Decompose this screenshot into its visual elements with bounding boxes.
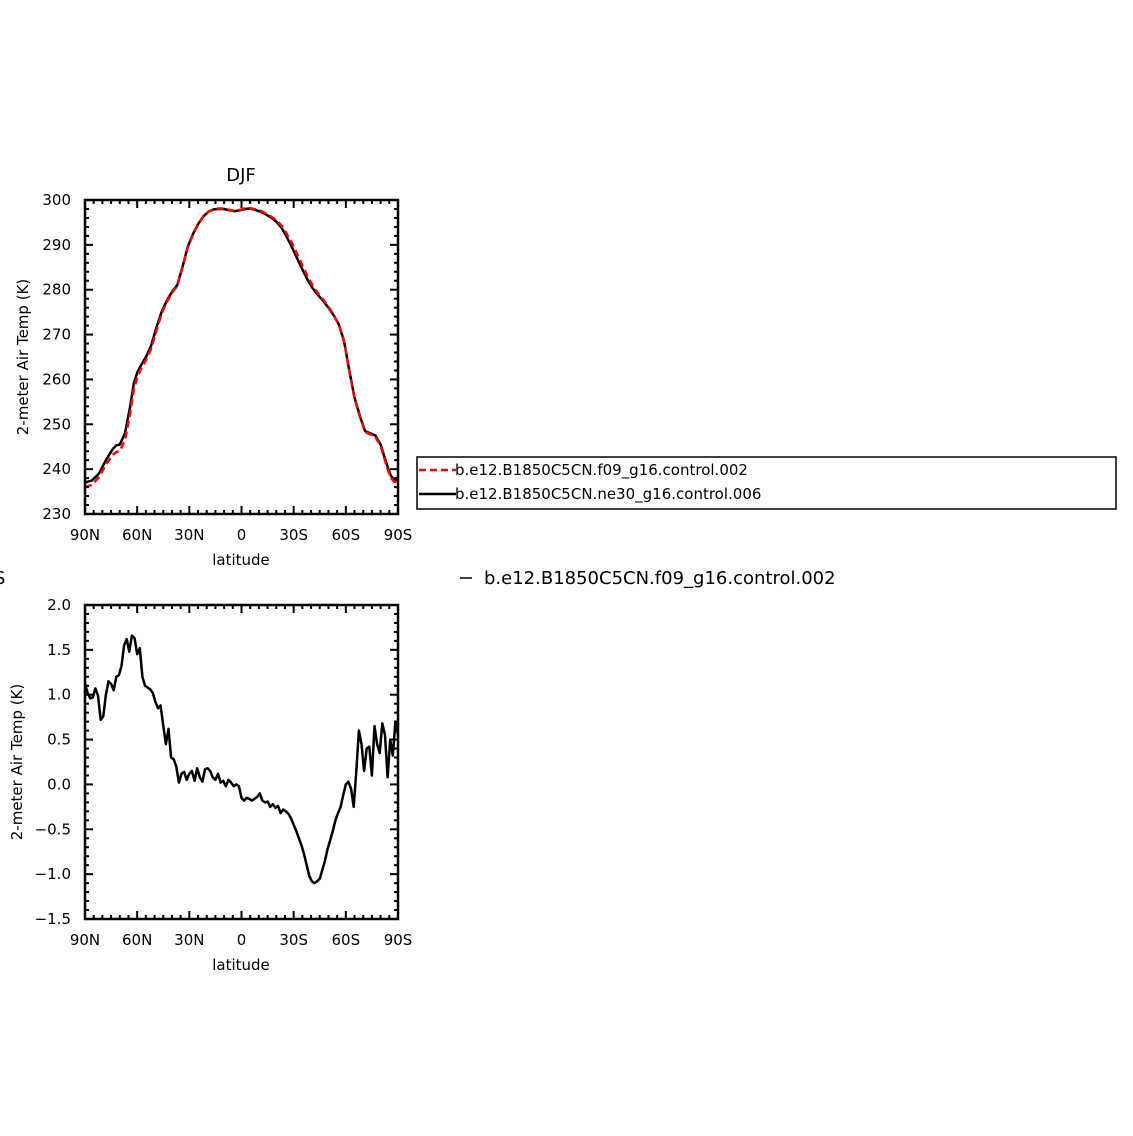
- bottom-x-tick-label: 30S: [279, 931, 308, 949]
- top-series-line-0: [84, 207, 398, 484]
- top-x-tick-label: 30N: [174, 526, 204, 544]
- bottom-x-tick-label: 30N: [174, 931, 204, 949]
- top-y-tick-label: 260: [42, 370, 71, 388]
- top-y-tick-label: 280: [42, 281, 71, 299]
- top-x-tick-label: 60S: [332, 526, 361, 544]
- top-panel-frame: [83, 198, 400, 516]
- bottom-y-tick-label: −1.5: [35, 910, 71, 928]
- top-x-tick-label: 90S: [384, 526, 413, 544]
- bottom-panel-y-axis-title: 2-meter Air Temp (K): [8, 684, 26, 841]
- top-y-tick-label: 300: [42, 191, 71, 209]
- top-panel-x-axis-title: latitude: [212, 551, 270, 569]
- top-x-tick-label: 0: [237, 526, 247, 544]
- top-x-tick-label: 60N: [122, 526, 152, 544]
- bottom-x-tick-label: 60N: [122, 931, 152, 949]
- top-panel-title: DJF: [226, 165, 256, 186]
- stray-legend-label: b.e12.B1850C5CN.f09_g16.control.002: [484, 568, 836, 589]
- top-panel: DJF 90N 60N 30N 0 30S 60S 90S 230 240 250 260 270 28…: [14, 165, 412, 569]
- bottom-y-tick-label: 0.0: [47, 775, 71, 793]
- bottom-panel-marks: [83, 634, 400, 885]
- legend-box: [416, 456, 1117, 510]
- bottom-x-tick-label: 0: [237, 931, 247, 949]
- bottom-y-tick-label: 0.5: [47, 731, 71, 749]
- bottom-panel-x-axis-title: latitude: [212, 956, 270, 974]
- legend: b.e12.B1850C5CN.f09_g16.control.002 b.e1…: [416, 456, 1117, 510]
- legend-label-f09: b.e12.B1850C5CN.f09_g16.control.002: [455, 461, 748, 480]
- legend-label-ne30: b.e12.B1850C5CN.ne30_g16.control.006: [455, 485, 761, 504]
- bottom-panel: 90N 60N 30N 0 30S 60S 90S −1.5 −1.0 −0.5 0.0 0.5 1.0…: [8, 596, 412, 974]
- stray-edge-label: S: [0, 568, 5, 589]
- bottom-panel-frame: [83, 603, 400, 921]
- top-panel-y-axis-title: 2-meter Air Temp (K): [14, 279, 32, 436]
- bottom-y-tick-label: 2.0: [47, 596, 71, 614]
- bottom-y-tick-label: 1.5: [47, 641, 71, 659]
- top-y-tick-label: 250: [42, 415, 71, 433]
- bottom-x-tick-label: 90S: [384, 931, 413, 949]
- bottom-y-tick-label: −0.5: [35, 820, 71, 838]
- bottom-x-tick-label: 90N: [70, 931, 100, 949]
- top-panel-marks: [84, 206, 399, 489]
- bottom-y-tick-label: −1.0: [35, 865, 71, 883]
- bottom-x-tick-label: 60S: [332, 931, 361, 949]
- top-y-tick-label: 230: [42, 505, 71, 523]
- top-x-tick-label: 30S: [279, 526, 308, 544]
- bottom-y-tick-label: 1.0: [47, 686, 71, 704]
- top-y-tick-label: 290: [42, 236, 71, 254]
- top-panel-ticks: 90N 60N 30N 0 30S 60S 90S 230 240 250 260 270 280 290…: [42, 191, 412, 544]
- bottom-series-line-0: [83, 634, 400, 885]
- bottom-panel-ticks: 90N 60N 30N 0 30S 60S 90S −1.5 −1.0 −0.5 0.0 0.5 1.0…: [35, 596, 413, 949]
- top-x-tick-label: 90N: [70, 526, 100, 544]
- top-y-tick-label: 240: [42, 460, 71, 478]
- top-y-tick-label: 270: [42, 326, 71, 344]
- top-series-line-1: [84, 206, 399, 489]
